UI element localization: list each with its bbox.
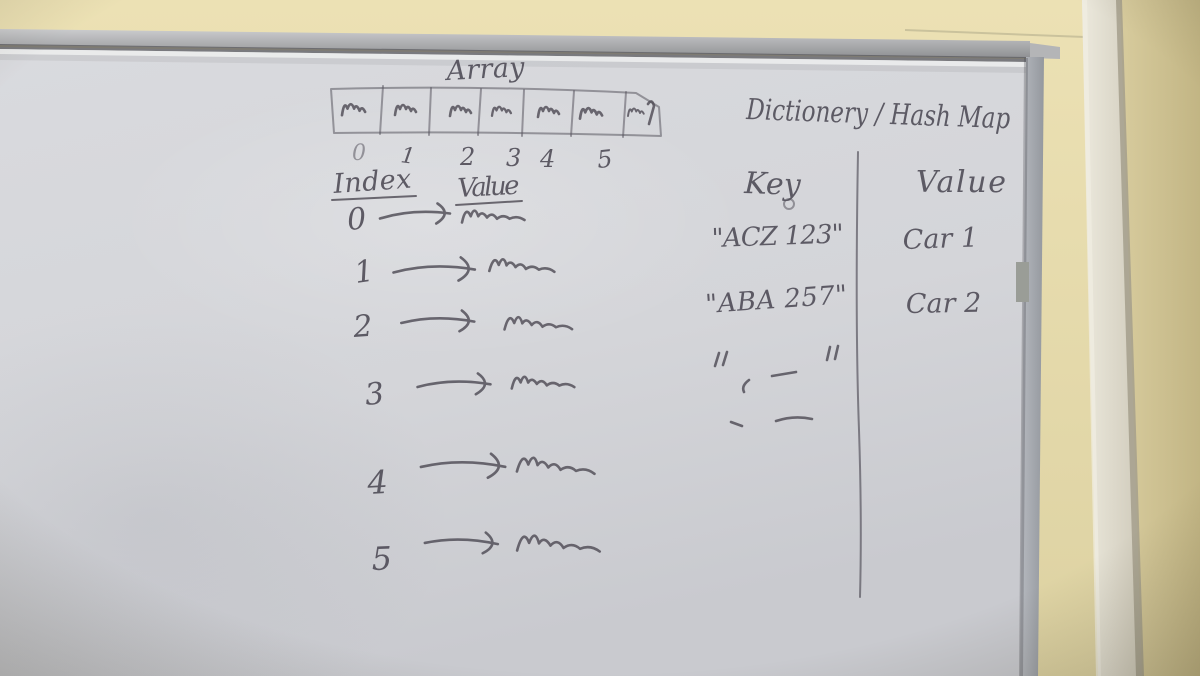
photo-canvas: Array 0 1 2 3 4 5 Index [0,0,1200,676]
photo-vignette-overlay [0,0,1200,676]
whiteboard-photo: Array 0 1 2 3 4 5 Index [0,0,1200,676]
